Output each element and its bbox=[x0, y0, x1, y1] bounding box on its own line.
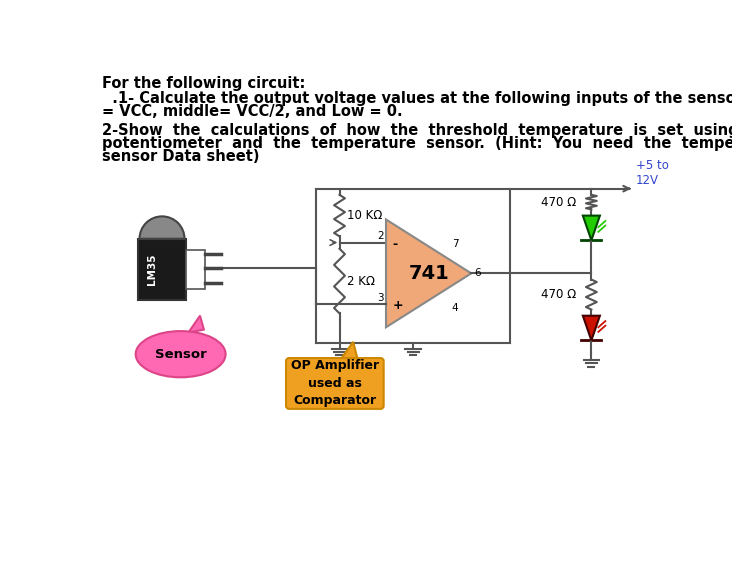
Text: LM35: LM35 bbox=[147, 254, 157, 285]
Text: 2-Show  the  calculations  of  how  the  threshold  temperature  is  set  using : 2-Show the calculations of how the thres… bbox=[102, 123, 732, 138]
Text: OP Amplifier
used as
Comparator: OP Amplifier used as Comparator bbox=[291, 360, 379, 408]
Polygon shape bbox=[583, 215, 600, 240]
FancyBboxPatch shape bbox=[286, 358, 384, 409]
Text: -: - bbox=[392, 238, 397, 251]
Ellipse shape bbox=[135, 331, 225, 377]
Text: For the following circuit:: For the following circuit: bbox=[102, 77, 306, 91]
Text: 470 Ω: 470 Ω bbox=[541, 196, 576, 208]
Text: 4: 4 bbox=[452, 304, 458, 314]
Polygon shape bbox=[386, 220, 471, 327]
Text: Sensor: Sensor bbox=[154, 347, 206, 361]
Polygon shape bbox=[583, 316, 600, 340]
Polygon shape bbox=[188, 316, 204, 333]
FancyBboxPatch shape bbox=[186, 250, 206, 289]
Text: sensor Data sheet): sensor Data sheet) bbox=[102, 150, 260, 164]
Text: 6: 6 bbox=[474, 269, 481, 279]
Text: 2 KΩ: 2 KΩ bbox=[347, 274, 376, 287]
Text: 2: 2 bbox=[377, 231, 384, 241]
Wedge shape bbox=[140, 217, 184, 239]
Text: 7: 7 bbox=[452, 239, 458, 249]
Text: .1- Calculate the output voltage values at the following inputs of the sensor: H: .1- Calculate the output voltage values … bbox=[102, 91, 732, 106]
Text: = VCC, middle= VCC/2, and Low = 0.: = VCC, middle= VCC/2, and Low = 0. bbox=[102, 104, 403, 119]
Polygon shape bbox=[340, 342, 358, 361]
Text: +5 to
12V: +5 to 12V bbox=[635, 159, 668, 187]
Text: potentiometer  and  the  temperature  sensor.  (Hint:  You  need  the  temperatu: potentiometer and the temperature sensor… bbox=[102, 136, 732, 151]
Text: 3: 3 bbox=[377, 293, 384, 303]
Text: 10 KΩ: 10 KΩ bbox=[347, 209, 383, 222]
FancyBboxPatch shape bbox=[138, 239, 186, 300]
Text: +: + bbox=[392, 299, 403, 312]
Text: 470 Ω: 470 Ω bbox=[541, 288, 576, 301]
Text: 741: 741 bbox=[408, 264, 449, 283]
